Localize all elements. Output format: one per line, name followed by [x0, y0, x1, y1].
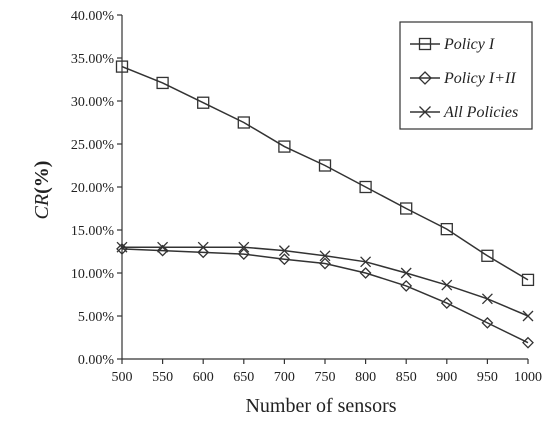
data-point-x	[197, 241, 209, 253]
series-line	[121, 65, 529, 281]
x-tick-label: 950	[477, 370, 498, 385]
y-tick-label: 30.00%	[71, 95, 115, 110]
data-point-x	[116, 241, 128, 253]
data-point-x	[481, 293, 493, 305]
chart-legend: Policy I Policy I+II All Policies	[399, 21, 533, 130]
data-point-x	[319, 250, 331, 262]
x-tick-label: 550	[152, 370, 173, 385]
data-point-square	[359, 180, 372, 194]
x-axis-title: Number of sensors	[245, 395, 396, 417]
y-axis-title: CR(%)	[31, 161, 53, 220]
data-point-diamond	[522, 336, 534, 349]
legend-label-all-policies: All Policies	[443, 104, 518, 121]
data-point-diamond	[237, 248, 250, 260]
legend-label-policy-i-ii: Policy I+II	[443, 70, 516, 87]
y-tick-label: 40.00%	[71, 9, 115, 24]
data-point-diamond	[440, 297, 453, 310]
y-tick-label: 35.00%	[71, 52, 115, 67]
legend-item-policy-i-ii: Policy I+II	[410, 70, 516, 87]
data-point-square	[237, 116, 250, 129]
data-point-x	[441, 279, 453, 291]
data-point-square	[481, 249, 494, 262]
data-point-square	[318, 159, 332, 172]
data-point-square	[115, 60, 129, 73]
data-point-square	[440, 222, 453, 236]
data-point-diamond	[481, 316, 494, 329]
series-layer	[115, 60, 535, 349]
x-tick-label: 900	[436, 370, 457, 385]
y-tick-label: 25.00%	[71, 138, 115, 153]
y-tick-label: 15.00%	[71, 224, 115, 239]
legend-item-all-policies: All Policies	[410, 104, 518, 121]
data-point-diamond	[156, 244, 169, 257]
series-line	[121, 248, 529, 344]
y-axis-title-main: CR	[31, 194, 53, 220]
x-tick-label: 750	[315, 370, 336, 385]
data-point-square	[278, 140, 291, 153]
data-point-x	[238, 241, 250, 253]
data-point-diamond	[319, 257, 331, 270]
data-point-x	[278, 245, 290, 257]
data-point-square	[521, 273, 535, 287]
legend-item-policy-i: Policy I	[410, 36, 495, 53]
data-point-x	[157, 241, 169, 253]
data-point-diamond	[278, 253, 291, 266]
y-tick-label: 20.00%	[71, 181, 115, 196]
data-point-square	[400, 202, 413, 215]
plot-axes: 0.00% 5.00% 10.00% 15.00% 20.00% 25.00% 30.00%…	[71, 9, 542, 385]
series-policy-i	[115, 60, 535, 287]
y-tick-label: 5.00%	[78, 310, 115, 325]
x-tick-label: 650	[233, 370, 254, 385]
data-point-square	[156, 76, 169, 90]
y-tick-label: 10.00%	[71, 267, 115, 282]
series-line	[122, 246, 529, 317]
x-axis-ticks: 500 550 600 650 700 750 800 850 900 950 1000	[112, 359, 542, 385]
data-point-x	[522, 310, 534, 322]
x-tick-label: 700	[274, 370, 295, 385]
y-axis-ticks: 0.00% 5.00% 10.00% 15.00% 20.00% 25.00% 30.00%…	[71, 9, 122, 368]
x-tick-label: 600	[193, 370, 214, 385]
x-tick-label: 1000	[514, 370, 542, 385]
x-tick-label: 800	[355, 370, 376, 385]
legend-diamond-icon	[418, 71, 432, 85]
data-point-x	[360, 256, 372, 268]
y-tick-label: 0.00%	[78, 353, 115, 368]
series-policy-i-ii	[116, 243, 534, 349]
data-point-diamond	[400, 279, 413, 292]
data-point-square	[197, 96, 210, 109]
x-tick-label: 500	[112, 370, 133, 385]
data-point-x	[400, 267, 412, 279]
data-point-diamond	[359, 267, 372, 279]
y-axis-title-unit: (%)	[31, 161, 53, 194]
x-tick-label: 850	[396, 370, 417, 385]
legend-label-policy-i: Policy I	[443, 36, 495, 53]
legend-x-icon	[419, 106, 431, 118]
series-all-policies	[116, 241, 534, 322]
legend-square-icon	[418, 37, 432, 51]
